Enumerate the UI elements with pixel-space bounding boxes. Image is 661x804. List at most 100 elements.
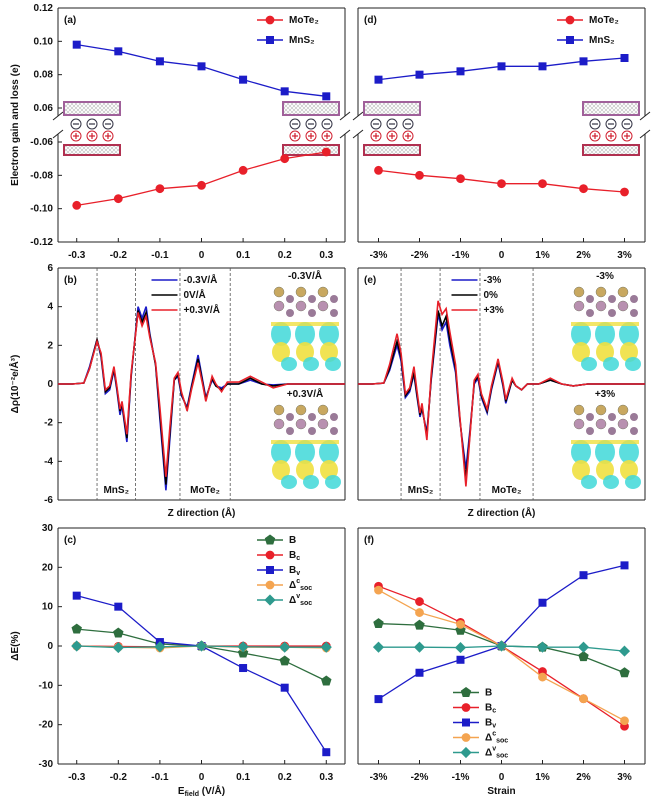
data-point	[113, 627, 124, 638]
x-tick-label: -2%	[411, 772, 429, 783]
data-point	[72, 591, 81, 600]
data-point	[280, 683, 289, 692]
x-tick-label: 0.1	[236, 772, 250, 783]
data-point	[415, 597, 424, 606]
density-blob	[296, 342, 314, 362]
data-point	[71, 640, 83, 652]
y-tick-label: -30	[39, 759, 54, 770]
density-blob	[572, 342, 590, 362]
data-point	[620, 187, 629, 197]
data-point	[197, 180, 206, 190]
atom	[330, 309, 338, 317]
legend-label: Δcsoc	[289, 578, 312, 592]
legend-label: Bc	[289, 550, 300, 563]
density-blob	[295, 322, 315, 346]
x-tick-label: -3%	[370, 250, 388, 261]
panel-label: (c)	[64, 535, 76, 546]
axis-break	[352, 111, 364, 121]
inset-label: -3%	[596, 271, 614, 282]
legend-marker	[264, 594, 276, 606]
density-blob	[320, 342, 338, 362]
data-point	[620, 561, 629, 570]
data-point	[578, 651, 589, 662]
x-tick-label: 2%	[576, 772, 591, 783]
density-blob	[295, 440, 315, 464]
legend-label: MoTe₂	[289, 15, 319, 26]
x-tick-label: 1%	[535, 772, 550, 783]
data-point	[579, 571, 588, 580]
y-tick-label: -6	[44, 495, 53, 506]
atom	[586, 309, 594, 317]
data-point	[113, 194, 123, 204]
data-point	[237, 641, 249, 653]
y-tick-label: -0.12	[30, 237, 53, 248]
density-blob	[595, 322, 615, 346]
atom	[308, 427, 316, 435]
legend-label: B	[289, 535, 296, 546]
data-point	[497, 62, 506, 71]
atom	[595, 404, 607, 416]
y-tick-label: 0.06	[34, 103, 54, 114]
x-tick-label: -0.1	[151, 250, 169, 261]
x-tick-label: -1%	[452, 250, 470, 261]
atom	[295, 300, 307, 312]
data-point	[239, 664, 248, 673]
atom	[273, 286, 285, 298]
data-point	[322, 748, 331, 757]
x-tick-label: 0	[499, 250, 505, 261]
atom	[330, 427, 338, 435]
atom	[273, 300, 285, 312]
schematic-plate	[282, 101, 340, 116]
data-point	[415, 608, 424, 617]
atom	[295, 404, 307, 416]
x-tick-label: 0	[199, 772, 205, 783]
legend-label: +3%	[484, 305, 504, 316]
atom	[295, 418, 307, 430]
data-point	[372, 641, 385, 653]
schematic-plate	[582, 144, 640, 156]
data-point	[579, 694, 588, 704]
atom	[308, 309, 316, 317]
y-tick-label: -0.10	[30, 203, 53, 214]
data-point	[114, 47, 123, 56]
atom	[617, 286, 629, 298]
atom	[608, 295, 616, 303]
data-point	[195, 640, 208, 652]
density-blob	[581, 475, 597, 489]
atom	[630, 413, 638, 421]
panel-label: (d)	[364, 15, 377, 26]
atom	[317, 286, 329, 298]
schematic-plate	[363, 101, 421, 116]
density-band	[271, 440, 339, 444]
data-point	[495, 640, 508, 652]
schematic-plate	[63, 101, 121, 116]
legend-label: Bc	[485, 702, 496, 715]
data-point	[577, 641, 590, 653]
data-point	[415, 70, 424, 79]
density-blob	[320, 460, 338, 480]
panel-label: (b)	[64, 275, 77, 286]
density-blob	[571, 440, 591, 464]
y-tick-label: -0.06	[30, 137, 53, 148]
x-tick-label: -0.3	[68, 250, 86, 261]
density-blob	[281, 357, 297, 371]
density-band	[571, 440, 639, 444]
x-tick-label: 0.2	[278, 772, 292, 783]
region-label: MnS₂	[103, 485, 129, 496]
schematic-plate	[582, 101, 640, 116]
density-blob	[325, 475, 341, 489]
atom	[286, 427, 294, 435]
x-tick-label: 0.3	[319, 772, 333, 783]
density-blob	[319, 440, 339, 464]
density-blob	[303, 475, 319, 489]
x-tick-label: -0.1	[151, 772, 169, 783]
x-tick-label: -2%	[411, 250, 429, 261]
density-blob	[620, 342, 638, 362]
x-tick-label: -0.3	[68, 772, 86, 783]
atom	[295, 286, 307, 298]
density-blob	[325, 357, 341, 371]
axis-break	[52, 129, 64, 139]
density-blob	[625, 357, 641, 371]
